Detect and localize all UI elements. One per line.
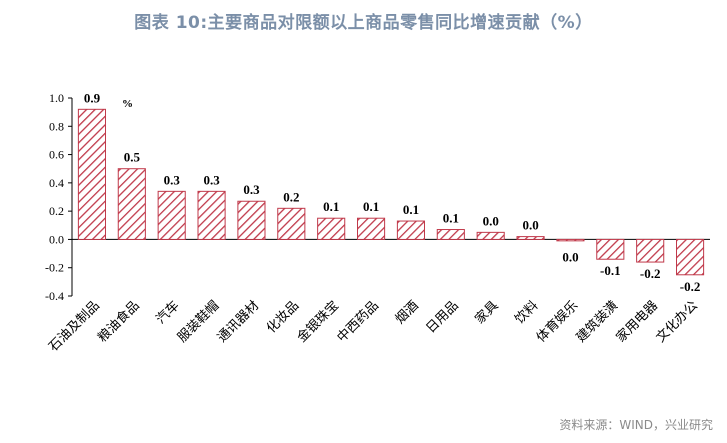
category-label: 服装鞋帽 [174, 298, 222, 346]
category-label: 金银珠宝 [294, 298, 342, 346]
bar [556, 238, 585, 242]
bar [436, 229, 465, 240]
y-tick-label: 0.0 [49, 232, 64, 246]
data-label: 0.0 [522, 218, 538, 233]
category-label: 家用电器 [613, 298, 661, 346]
data-label: 0.5 [124, 150, 141, 165]
data-label: 0.1 [363, 199, 379, 214]
bar [277, 207, 306, 240]
bar [516, 236, 545, 240]
category-label: 石油及制品 [46, 298, 103, 355]
category-label: 家具 [472, 298, 502, 328]
bar [636, 238, 665, 263]
bar [596, 238, 625, 260]
y-tick-label: 0.2 [49, 204, 64, 218]
data-label: 0.2 [283, 189, 299, 204]
bar [77, 108, 106, 240]
category-label: 粮油食品 [95, 298, 143, 346]
y-tick-label: -0.4 [45, 289, 64, 303]
category-label: 烟酒 [393, 298, 422, 327]
category-label: 体育娱乐 [533, 298, 581, 346]
bar [357, 217, 386, 240]
bar [197, 190, 226, 240]
y-tick-label: 0.4 [49, 176, 64, 190]
category-label: 日用品 [423, 298, 461, 336]
data-label: 0.3 [203, 172, 220, 187]
y-tick-label: 0.8 [49, 119, 64, 133]
category-label: 化妆品 [264, 298, 302, 336]
category-label: 文化办公 [654, 298, 701, 345]
data-label: 0.0 [483, 213, 499, 228]
bar [317, 217, 346, 240]
category-label: 中西药品 [335, 298, 382, 345]
data-label: -0.2 [640, 266, 661, 281]
category-label: 通讯器材 [215, 298, 262, 345]
y-tick-label: 0.6 [49, 148, 64, 162]
bar [396, 220, 425, 240]
bar [117, 168, 146, 240]
category-label: 汽车 [153, 298, 183, 328]
bar [676, 238, 705, 276]
source-note: 资料来源：WIND，兴业研究 [559, 418, 713, 432]
category-label: 建筑装潢 [573, 298, 621, 346]
data-label: -0.1 [600, 263, 621, 278]
bar [476, 231, 505, 240]
bar [157, 190, 186, 240]
y-tick-label: 1.0 [49, 91, 64, 105]
unit-label: % [122, 98, 133, 110]
chart-title: 图表 10:主要商品对限额以上商品零售同比增速贡献（%） [134, 13, 593, 33]
category-label: 饮料 [512, 298, 541, 327]
data-label: 0.3 [164, 172, 181, 187]
data-label: 0.3 [243, 182, 260, 197]
y-tick-label: -0.2 [45, 261, 64, 275]
data-label: -0.2 [680, 279, 701, 294]
data-label: 0.1 [403, 202, 419, 217]
data-labels: 0.9 0.5 0.3 0.3 0.3 0.2 0.1 0.1 0.1 0.1 0.0 0.0 0.0 -… [84, 90, 701, 293]
axes: 1.0 0.8 0.6 0.4 0.2 0.0 -0.2 -0.4% [45, 91, 710, 303]
data-label: 0.0 [562, 249, 578, 264]
data-label: 0.1 [323, 199, 339, 214]
bars [77, 108, 705, 276]
bar [237, 200, 266, 240]
data-label: 0.9 [84, 90, 101, 105]
data-label: 0.1 [443, 211, 459, 226]
